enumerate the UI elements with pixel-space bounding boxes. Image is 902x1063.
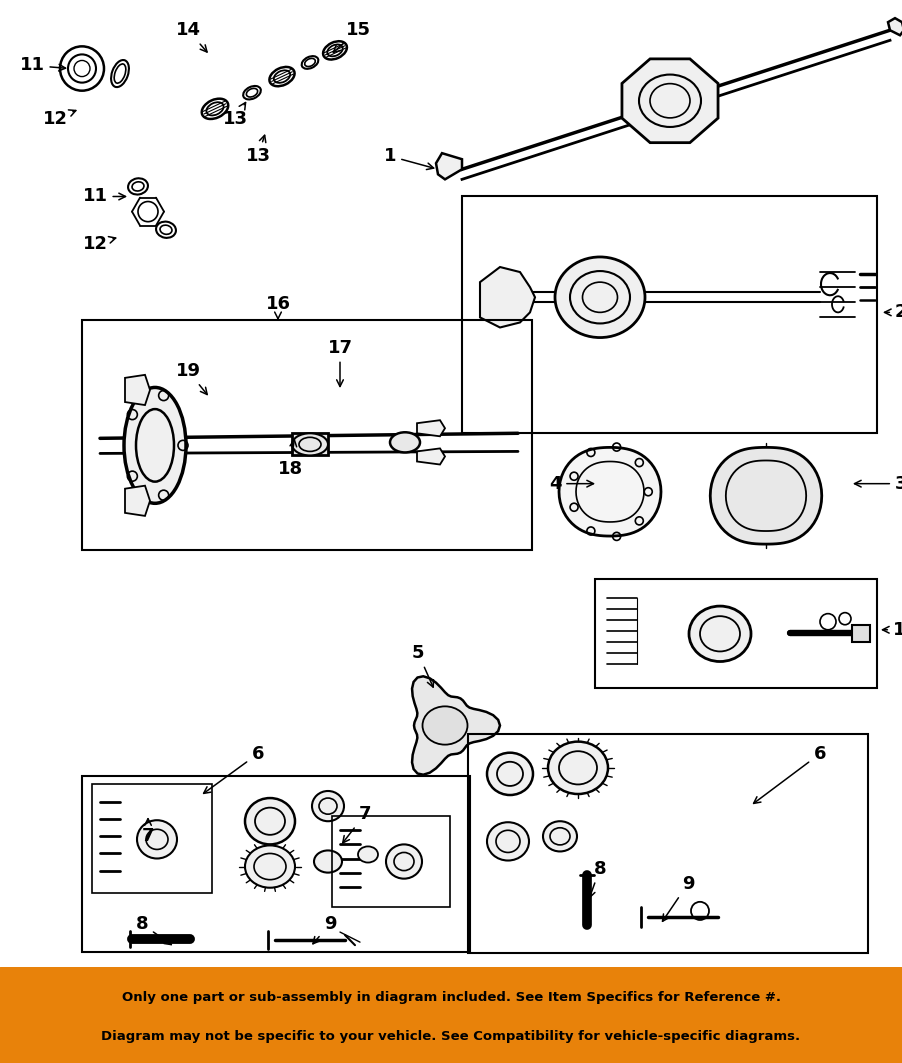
Text: 6: 6 [753,745,826,804]
Ellipse shape [487,823,529,861]
Text: Only one part or sub-assembly in diagram included. See Item Specifics for Refere: Only one part or sub-assembly in diagram… [122,992,780,1005]
Bar [292,434,328,455]
Ellipse shape [386,844,422,879]
Bar [595,579,877,688]
Text: Diagram may not be specific to your vehicle. See Compatibility for vehicle-speci: Diagram may not be specific to your vehi… [101,1030,801,1043]
Text: 12: 12 [82,235,115,253]
Text: 19: 19 [176,361,207,394]
Text: 16: 16 [265,296,290,319]
Text: 4: 4 [548,475,594,492]
Bar [462,197,877,434]
Ellipse shape [487,753,533,795]
Text: 9: 9 [662,875,695,922]
Text: 13: 13 [245,135,271,165]
Ellipse shape [422,706,467,745]
Ellipse shape [555,257,645,338]
Bar [468,733,868,954]
Polygon shape [710,448,822,544]
Polygon shape [125,486,150,516]
Polygon shape [480,267,535,327]
Text: 7: 7 [142,819,154,845]
Ellipse shape [124,387,186,503]
Polygon shape [417,420,445,436]
Text: 17: 17 [327,339,353,387]
Ellipse shape [358,846,378,862]
Bar [332,816,450,907]
Ellipse shape [314,850,342,873]
Polygon shape [436,153,462,180]
Text: 13: 13 [223,102,247,128]
Bar [92,783,212,893]
Polygon shape [412,676,500,775]
Polygon shape [576,461,644,522]
Ellipse shape [543,822,577,851]
Ellipse shape [548,742,608,794]
Text: 18: 18 [278,440,302,477]
Bar [82,320,532,551]
Text: 1: 1 [383,147,434,170]
Polygon shape [559,448,661,536]
Text: 3: 3 [854,475,902,492]
Text: 14: 14 [176,21,207,52]
Text: 5: 5 [411,644,434,687]
Ellipse shape [245,798,295,844]
Polygon shape [622,58,718,142]
Ellipse shape [639,74,701,126]
Polygon shape [125,375,150,405]
Text: 10: 10 [882,621,902,639]
Text: 8: 8 [135,915,171,945]
Text: 9: 9 [313,915,336,944]
Ellipse shape [390,433,420,453]
Polygon shape [888,18,902,35]
Text: 2: 2 [885,303,902,321]
Text: 11: 11 [82,187,125,205]
Ellipse shape [312,791,344,822]
Bar [852,625,870,642]
Polygon shape [417,449,445,465]
Ellipse shape [245,845,295,888]
Text: 15: 15 [334,21,371,52]
Text: 7: 7 [343,805,372,843]
Ellipse shape [137,821,177,859]
Bar [82,776,470,952]
Text: 8: 8 [589,860,606,897]
Ellipse shape [689,606,751,661]
Ellipse shape [292,434,328,455]
Text: 11: 11 [20,56,66,74]
Text: 6: 6 [204,745,264,793]
Text: 12: 12 [42,109,76,128]
